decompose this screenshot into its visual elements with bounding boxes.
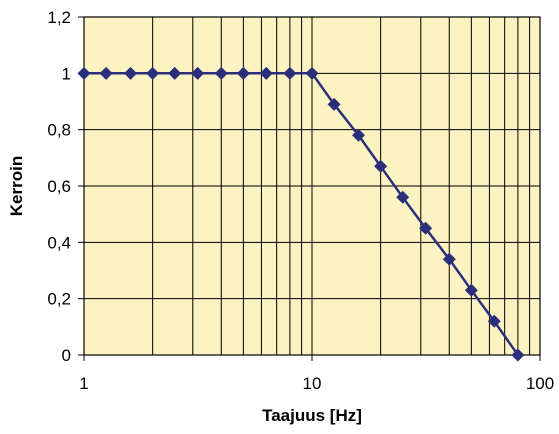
data-point: [191, 66, 205, 80]
data-point: [327, 97, 341, 111]
data-point: [214, 66, 228, 80]
data-point: [511, 348, 525, 362]
data-point: [124, 66, 138, 80]
x-tick-label: 10: [303, 374, 322, 393]
data-point: [442, 252, 456, 266]
data-point: [283, 66, 297, 80]
data-point: [396, 190, 410, 204]
data-point: [352, 128, 366, 142]
y-tick-label: 0,8: [47, 121, 71, 140]
data-point: [464, 283, 478, 297]
y-tick-label: 0,2: [47, 290, 71, 309]
y-tick-label: 1: [62, 64, 71, 83]
x-tick-label: 100: [526, 374, 554, 393]
data-point: [236, 66, 250, 80]
data-point: [374, 159, 388, 173]
data-point: [305, 66, 319, 80]
y-axis-title: Kerroin: [7, 156, 26, 216]
x-tick-label: 1: [79, 374, 88, 393]
data-point: [99, 66, 113, 80]
y-tick-label: 0,4: [47, 233, 71, 252]
data-point: [77, 66, 91, 80]
series: [77, 66, 525, 362]
y-tick-label: 1,2: [47, 8, 71, 27]
data-point: [419, 221, 433, 235]
y-tick-label: 0,6: [47, 177, 71, 196]
data-point: [259, 66, 273, 80]
data-point: [146, 66, 160, 80]
x-axis-title: Taajuus [Hz]: [262, 406, 362, 425]
tick-labels: 0 0,2 0,4 0,6 0,8 1 1,2 1 10 100: [47, 8, 554, 393]
data-point: [168, 66, 182, 80]
data-point: [487, 314, 501, 328]
y-tick-label: 0: [62, 346, 71, 365]
